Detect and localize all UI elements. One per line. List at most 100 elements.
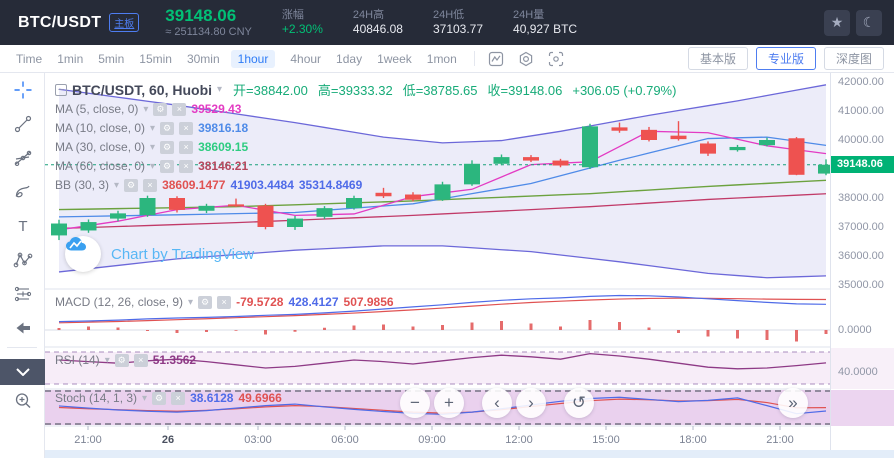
candle-body (729, 146, 746, 151)
text-tool[interactable]: T (0, 209, 45, 243)
view-button[interactable]: 基本版 (687, 47, 748, 70)
collapse-legend-icon[interactable]: – (55, 83, 67, 96)
macd-dif-line (58, 294, 827, 323)
stat-value: 40846.08 (352, 21, 403, 36)
candle-body (139, 198, 156, 216)
macd-hist-bar (559, 326, 562, 330)
zoom-out-button[interactable]: − (400, 388, 430, 418)
indicator-remove-icon[interactable]: × (172, 102, 187, 116)
gann-fan-tool[interactable] (0, 141, 45, 175)
indicator-settings-icon[interactable]: ⚙ (160, 140, 175, 154)
go-to-realtime-button[interactable]: » (778, 388, 808, 418)
indicator-settings-icon[interactable]: ⚙ (152, 391, 167, 405)
stat-value: 40,927 BTC (513, 21, 578, 36)
indicator-remove-icon[interactable]: × (179, 159, 194, 173)
zoom-in-icon (15, 393, 30, 408)
indicator-remove-icon[interactable]: × (133, 353, 148, 367)
candle-body (523, 157, 539, 161)
collapse-sidebar-button[interactable] (0, 359, 45, 385)
zoom-in-tool[interactable] (0, 384, 45, 418)
bollinger-band-fill (59, 84, 826, 278)
screenshot-frame-icon[interactable] (545, 48, 567, 70)
candle-body (169, 198, 185, 210)
indicator-value: 38146.21 (198, 159, 249, 173)
macd-hist-bar (411, 326, 415, 330)
indicator-row: MA (10, close, 0) ▾ ⚙ × 39816.18 (55, 121, 248, 135)
chevron-down-icon[interactable]: ▾ (104, 354, 110, 366)
interval-5min[interactable]: 5min (98, 51, 125, 66)
xabcd-pattern-tool[interactable] (0, 243, 45, 277)
candle-body (464, 163, 480, 185)
indicator-settings-icon[interactable]: ⚙ (124, 178, 139, 192)
crosshair-tool[interactable] (0, 73, 45, 107)
chevron-down-icon[interactable]: ▾ (188, 296, 194, 308)
pan-left-button[interactable]: ‹ (482, 388, 512, 418)
indicator-settings-icon[interactable]: ⚙ (153, 102, 168, 116)
chevron-down-icon[interactable]: ▾ (142, 392, 148, 404)
chevron-down-icon[interactable]: ▾ (150, 141, 156, 153)
forecast-tool-tool[interactable] (0, 277, 45, 311)
legend-ohlc: 开=38842.00 高=39333.32 低=38785.65 收=39148.06… (233, 80, 686, 99)
view-buttons: 基本版 专业版 深度图 (687, 47, 884, 70)
zoom-in-button[interactable]: + (434, 388, 464, 418)
view-button[interactable]: 专业版 (755, 47, 816, 70)
price-axis[interactable]: 42000.00 41000.00 40000.00 38000.00 37000.00… (830, 73, 894, 450)
indicator-settings-icon[interactable]: ⚙ (114, 353, 129, 367)
indicator-settings-icon[interactable]: ⚙ (160, 121, 175, 135)
stat-label: 涨幅 (281, 8, 304, 21)
indicator-value: 41903.4484 (230, 178, 294, 192)
chevron-down-icon[interactable]: ▾ (217, 84, 223, 95)
chevron-down-icon[interactable]: ▾ (150, 160, 156, 172)
ma60-line (58, 193, 827, 230)
rsi-axis-label: 40.0000 (838, 366, 878, 378)
macd-hist-bar (588, 320, 592, 330)
trend-line-icon (14, 115, 31, 133)
favorite-star-icon[interactable]: ★ (824, 9, 850, 36)
interval-15min[interactable]: 15min (139, 51, 172, 66)
indicator-value: 49.6966 (238, 391, 282, 405)
macd-hist-bar (470, 322, 474, 330)
chevron-down-icon[interactable]: ▾ (114, 179, 120, 191)
macd-hist-bar (323, 327, 326, 330)
board-badge[interactable]: 主板 (109, 13, 140, 32)
interval-30min[interactable]: 30min (186, 51, 220, 66)
price-cny: ≈ 251134.80 CNY (165, 25, 252, 38)
indicator-row: MA (30, close, 0) ▾ ⚙ × 38609.15 (55, 140, 248, 154)
brush-tool[interactable] (0, 175, 45, 209)
indicator-settings-icon[interactable]: ⚙ (160, 159, 175, 173)
indicator-settings-icon[interactable]: ⚙ (198, 295, 213, 309)
interval-time[interactable]: Time (16, 51, 43, 66)
interval-1hour[interactable]: 1hour (230, 49, 276, 68)
macd-hist-bar (441, 325, 444, 330)
candle-body (51, 223, 67, 236)
pan-right-button[interactable]: › (516, 388, 546, 418)
macd-hist-bar (205, 330, 208, 332)
chevron-down-icon[interactable]: ▾ (150, 122, 156, 134)
back-arrow-tool[interactable] (0, 311, 45, 345)
indicator-chart-icon[interactable] (485, 48, 507, 70)
price-block: 39148.06 ≈ 251134.80 CNY (165, 6, 252, 38)
settings-hexagon-icon[interactable] (515, 48, 537, 70)
candle-body (670, 135, 687, 140)
chevron-down-icon[interactable]: ▾ (143, 103, 149, 115)
indicator-remove-icon[interactable]: × (143, 178, 158, 192)
dark-mode-moon-icon[interactable]: ☾ (856, 9, 882, 36)
indicator-remove-icon[interactable]: × (179, 121, 194, 135)
indicator-label: Stoch (14, 1, 3) (55, 391, 138, 405)
time-axis-label: 03:00 (244, 434, 272, 446)
interval-4hour[interactable]: 4hour (290, 51, 322, 66)
interval-1mon[interactable]: 1mon (426, 51, 457, 66)
view-button[interactable]: 深度图 (823, 47, 884, 70)
indicator-value: 35314.8469 (298, 178, 363, 192)
indicator-remove-icon[interactable]: × (179, 140, 194, 154)
indicator-remove-icon[interactable]: × (217, 295, 232, 309)
stat-value: 37103.77 (432, 21, 484, 36)
interval-1min[interactable]: 1min (57, 51, 84, 66)
stat-value: +2.30% (281, 21, 323, 36)
trend-line-tool[interactable] (0, 107, 45, 141)
interval-1week[interactable]: 1week (377, 51, 412, 66)
indicator-remove-icon[interactable]: × (171, 391, 186, 405)
interval-1day[interactable]: 1day (336, 51, 363, 66)
chevron-down-icon (15, 368, 30, 376)
reset-chart-button[interactable]: ↺ (564, 388, 594, 418)
